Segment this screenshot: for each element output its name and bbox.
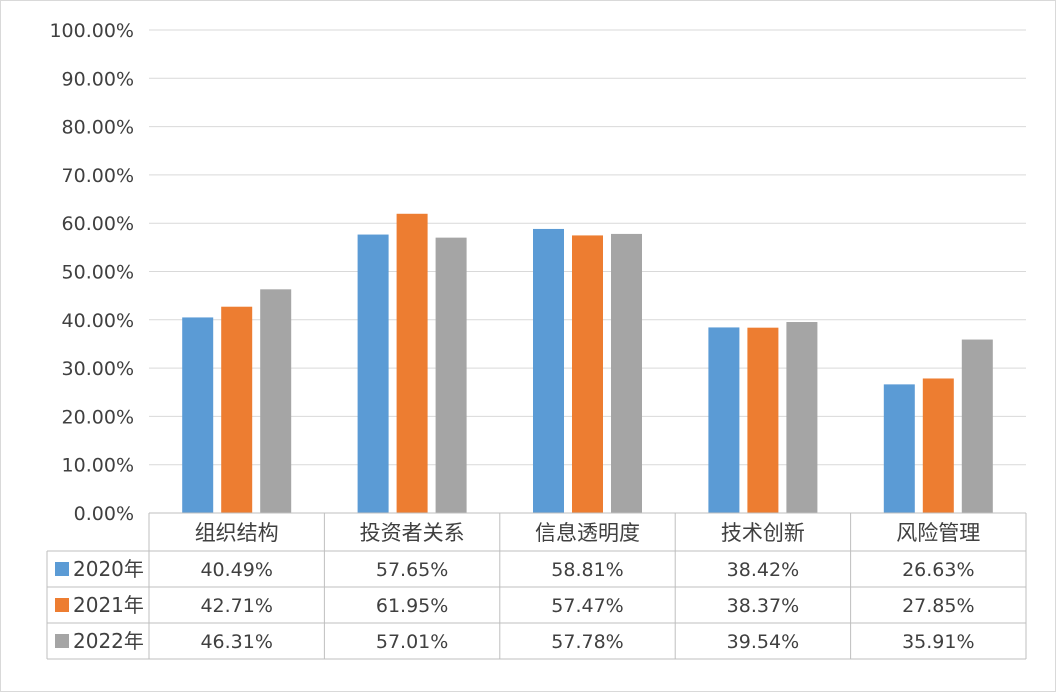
y-tick-label: 20.00% [62,406,134,428]
data-table: 组织结构 投资者关系 信息透明度 技术创新 风险管理 2020年 40.49% 57.65% 5… [46,512,1027,660]
legend-swatch [55,598,69,612]
category-label: 投资者关系 [360,521,465,545]
y-tick-label: 40.00% [62,310,134,332]
category-label: 技术创新 [721,521,805,545]
data-table-value: 40.49% [200,559,272,581]
legend-swatch [55,562,69,576]
bar [260,289,292,513]
bar [611,233,642,513]
y-tick-label: 80.00% [62,117,134,139]
bars [182,213,993,513]
data-table-value: 57.01% [376,631,448,653]
bar [572,235,603,513]
y-tick-label: 90.00% [62,68,134,90]
data-table-value: 61.95% [376,595,448,617]
data-table-value: 26.63% [902,559,974,581]
y-axis-ticks: 0.00% 10.00% 20.00% 30.00% 40.00% 50.00% 60.00… [49,20,134,525]
legend-series-name: 2022年 [73,629,144,653]
legend-series-name: 2020年 [73,557,144,581]
bar [961,339,993,513]
legend-series-name: 2021年 [73,593,144,617]
bar [708,327,740,513]
bar [883,384,915,513]
data-table-value: 57.47% [551,595,623,617]
y-tick-label: 50.00% [62,262,134,284]
bar [182,317,214,513]
y-tick-label: 60.00% [62,213,134,235]
data-table-value: 57.78% [551,631,623,653]
category-label: 组织结构 [195,521,279,545]
y-tick-label: 0.00% [74,503,134,525]
data-table-value: 27.85% [902,595,974,617]
bar [357,234,389,513]
legend-swatch [55,634,69,648]
category-label: 信息透明度 [535,521,640,545]
y-tick-label: 100.00% [49,20,134,42]
data-table-value: 57.65% [376,559,448,581]
data-table-value: 38.42% [727,559,799,581]
data-table-value: 39.54% [727,631,799,653]
data-table-value: 38.37% [727,595,799,617]
category-label: 风险管理 [896,521,980,545]
y-tick-label: 30.00% [62,358,134,380]
bar [786,322,818,513]
data-table-value: 42.71% [200,595,272,617]
data-table-value: 35.91% [902,631,974,653]
y-tick-label: 10.00% [62,455,134,477]
bar [922,378,954,513]
bar [747,327,779,513]
y-tick-label: 70.00% [62,165,134,187]
bar [533,228,564,513]
data-table-value: 46.31% [200,631,272,653]
data-table-value: 58.81% [551,559,623,581]
bar [396,213,428,513]
bar [221,306,253,513]
bar [435,237,467,513]
